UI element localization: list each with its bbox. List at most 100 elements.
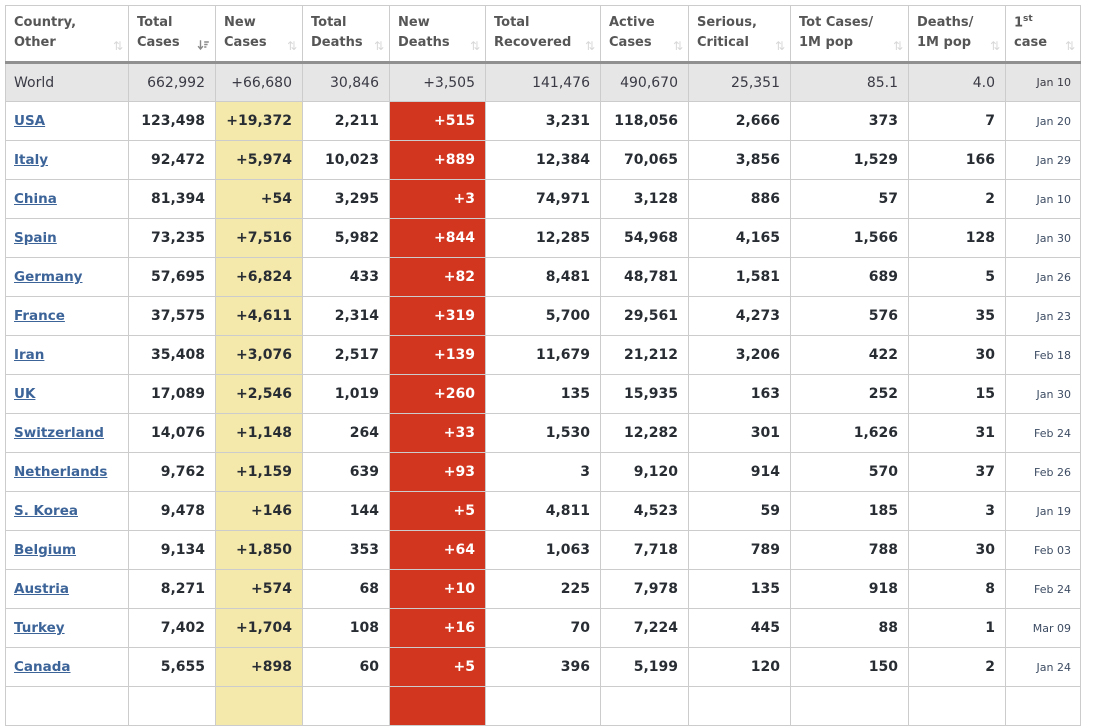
- sort-icon: ⇅: [286, 39, 297, 53]
- col-header-label: Cases: [224, 34, 267, 50]
- col-header-first-case[interactable]: 1st case ⇅: [1005, 5, 1081, 64]
- serious-critical-cell: 301: [688, 413, 791, 453]
- serious-critical-cell: 59: [688, 491, 791, 531]
- country-link[interactable]: France: [14, 308, 65, 324]
- table-row: UK 17,089 +2,546 1,019 +260 135 15,935 1…: [5, 374, 1081, 414]
- active-cases-cell: 7,978: [600, 569, 689, 609]
- deaths-per-1m-cell: 3: [908, 491, 1006, 531]
- first-case-cell: Jan 10: [1005, 62, 1081, 102]
- total-deaths-cell: 5,982: [302, 218, 390, 258]
- deaths-per-1m-cell: 8: [908, 569, 1006, 609]
- country-cell: Canada: [5, 647, 129, 687]
- sort-icon: ⇅: [112, 39, 123, 53]
- table-row: Belgium 9,134 +1,850 353 +64 1,063 7,718…: [5, 530, 1081, 570]
- country-link[interactable]: Netherlands: [14, 464, 108, 480]
- new-deaths-cell: +319: [389, 296, 486, 336]
- serious-critical-cell: [688, 686, 791, 726]
- total-recovered-cell: 5,700: [485, 296, 601, 336]
- country-link[interactable]: China: [14, 191, 57, 207]
- covid-stats-table: Country, Other ⇅ Total Cases New Cases ⇅…: [5, 5, 1081, 726]
- total-cases-cell: 9,478: [128, 491, 216, 531]
- total-cases-cell: 73,235: [128, 218, 216, 258]
- total-recovered-cell: 4,811: [485, 491, 601, 531]
- table-header: Country, Other ⇅ Total Cases New Cases ⇅…: [5, 5, 1081, 64]
- sort-icon: ⇅: [373, 39, 384, 53]
- country-cell: UK: [5, 374, 129, 414]
- col-header-label: case: [1014, 34, 1048, 50]
- total-cases-cell: [128, 686, 216, 726]
- country-link[interactable]: Austria: [14, 581, 69, 597]
- cases-per-1m-cell: 422: [790, 335, 909, 375]
- table-row: Netherlands 9,762 +1,159 639 +93 3 9,120…: [5, 452, 1081, 492]
- new-cases-cell: +6,824: [215, 257, 303, 297]
- new-cases-cell: +5,974: [215, 140, 303, 180]
- total-deaths-cell: 108: [302, 608, 390, 648]
- serious-critical-cell: 886: [688, 179, 791, 219]
- sort-icon: ⇅: [672, 39, 683, 53]
- total-cases-cell: 92,472: [128, 140, 216, 180]
- total-deaths-cell: 144: [302, 491, 390, 531]
- country-link[interactable]: Canada: [14, 659, 71, 675]
- country-link[interactable]: Spain: [14, 230, 57, 246]
- col-header-cases-per-1m[interactable]: Tot Cases/ 1M pop ⇅: [790, 5, 909, 64]
- cases-per-1m-cell: 57: [790, 179, 909, 219]
- deaths-per-1m-cell: 15: [908, 374, 1006, 414]
- country-link[interactable]: UK: [14, 386, 36, 402]
- active-cases-cell: 15,935: [600, 374, 689, 414]
- col-header-total-cases[interactable]: Total Cases: [128, 5, 216, 64]
- col-header-deaths-per-1m[interactable]: Deaths/ 1M pop ⇅: [908, 5, 1006, 64]
- country-link[interactable]: Turkey: [14, 620, 65, 636]
- first-case-cell: Mar 09: [1005, 608, 1081, 648]
- country-link[interactable]: Italy: [14, 152, 49, 168]
- total-deaths-cell: 60: [302, 647, 390, 687]
- country-link[interactable]: S. Korea: [14, 503, 78, 519]
- col-header-label: Total: [137, 15, 173, 30]
- col-header-serious-critical[interactable]: Serious, Critical ⇅: [688, 5, 791, 64]
- col-header-country[interactable]: Country, Other ⇅: [5, 5, 129, 64]
- col-header-label: 1M pop: [799, 34, 854, 50]
- col-header-label: Recovered: [494, 34, 572, 50]
- col-header-label: 1M pop: [917, 34, 972, 50]
- col-header-new-cases[interactable]: New Cases ⇅: [215, 5, 303, 64]
- first-case-cell: Jan 20: [1005, 101, 1081, 141]
- deaths-per-1m-cell: 37: [908, 452, 1006, 492]
- col-header-active-cases[interactable]: Active Cases ⇅: [600, 5, 689, 64]
- col-header-label: Deaths: [311, 34, 363, 50]
- total-cases-cell: 57,695: [128, 257, 216, 297]
- sort-icon: ⇅: [584, 39, 595, 53]
- country-link[interactable]: Iran: [14, 347, 45, 363]
- col-header-label: Total: [494, 15, 530, 30]
- new-cases-cell: +4,611: [215, 296, 303, 336]
- first-case-cell: Feb 03: [1005, 530, 1081, 570]
- new-cases-cell: +146: [215, 491, 303, 531]
- new-deaths-cell: [389, 686, 486, 726]
- cases-per-1m-cell: 252: [790, 374, 909, 414]
- col-header-label: New: [398, 15, 430, 30]
- sort-icon: ⇅: [774, 39, 785, 53]
- new-cases-cell: +2,546: [215, 374, 303, 414]
- country-link[interactable]: Belgium: [14, 542, 77, 558]
- col-header-new-deaths[interactable]: New Deaths ⇅: [389, 5, 486, 64]
- total-deaths-cell: 433: [302, 257, 390, 297]
- total-cases-cell: 5,655: [128, 647, 216, 687]
- active-cases-cell: 7,224: [600, 608, 689, 648]
- active-cases-cell: 3,128: [600, 179, 689, 219]
- country-link[interactable]: USA: [14, 113, 46, 129]
- table-row: USA 123,498 +19,372 2,211 +515 3,231 118…: [5, 101, 1081, 141]
- table-row: Austria 8,271 +574 68 +10 225 7,978 135 …: [5, 569, 1081, 609]
- active-cases-cell: 29,561: [600, 296, 689, 336]
- col-header-total-recovered[interactable]: Total Recovered ⇅: [485, 5, 601, 64]
- col-header-label: Total: [311, 15, 347, 30]
- table-row: Spain 73,235 +7,516 5,982 +844 12,285 54…: [5, 218, 1081, 258]
- country-link[interactable]: Germany: [14, 269, 83, 285]
- table-row: World 662,992 +66,680 30,846 +3,505 141,…: [5, 62, 1081, 102]
- col-header-label: Tot Cases/: [799, 15, 874, 30]
- sort-icon: ⇅: [989, 39, 1000, 53]
- deaths-per-1m-cell: 35: [908, 296, 1006, 336]
- serious-critical-cell: 25,351: [688, 62, 791, 102]
- country-link[interactable]: Switzerland: [14, 425, 104, 441]
- col-header-total-deaths[interactable]: Total Deaths ⇅: [302, 5, 390, 64]
- serious-critical-cell: 163: [688, 374, 791, 414]
- total-cases-cell: 37,575: [128, 296, 216, 336]
- deaths-per-1m-cell: 31: [908, 413, 1006, 453]
